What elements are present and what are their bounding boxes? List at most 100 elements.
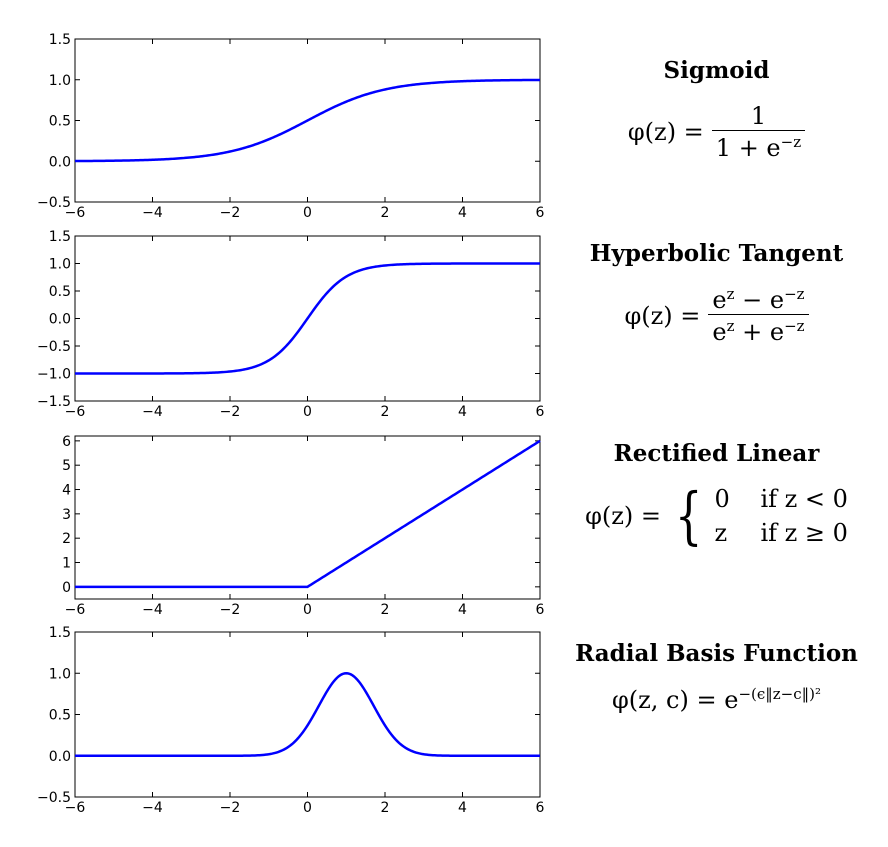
sigmoid-fraction: 1 1 + e−z [711,102,806,162]
tanh-num-op: − e [734,286,785,314]
y-tick-label: −0.5 [37,195,71,211]
rbf-panel: Radial Basis Function φ(z, c) = e−(ϵ‖z−c… [545,640,888,714]
sigmoid-formula: φ(z) = 1 1 + e−z [545,102,888,162]
sigmoid-den-exp: −z [780,133,802,151]
sigmoid-panel: Sigmoid φ(z) = 1 1 + e−z [545,57,888,162]
relu-case-rows: 0 if z < 0 z if z ≥ 0 [714,485,847,547]
y-tick-label: 0.5 [49,708,71,724]
tanh-title: Hyperbolic Tangent [589,240,844,267]
x-tick-label: 4 [458,602,467,618]
y-tick-label: 6 [62,434,71,450]
y-tick-label: −0.5 [37,339,71,355]
y-tick-label: 4 [62,483,71,499]
rbf-curve [75,671,540,757]
sigmoid-curve [74,78,541,163]
y-tick-label: 1.5 [49,32,71,48]
relu-title: Rectified Linear [613,440,820,467]
tanh-formula: φ(z) = ez − e−z ez + e−z [545,285,888,346]
x-tick-label: −2 [220,800,241,816]
y-tick-label: −1.0 [37,367,71,383]
tanh-lhs: φ(z) = [624,301,701,330]
x-tick-label: −6 [65,800,86,816]
x-tick-label: 2 [381,800,390,816]
tanh-panel: Hyperbolic Tangent φ(z) = ez − e−z ez + … [545,240,888,346]
relu-case-2-condition: if z ≥ 0 [760,519,848,547]
x-tick-label: −6 [65,205,86,221]
x-tick-label: 6 [536,602,545,618]
rbf-expression: φ(z, c) = e−(ϵ‖z−c‖)² [612,685,821,714]
tanh-den-a-exp: z [726,317,735,335]
sigmoid-numerator: 1 [750,102,767,130]
tanh-fraction: ez − e−z ez + e−z [708,285,809,346]
sigmoid-denominator: 1 + e−z [711,130,806,162]
relu-formula: φ(z) = { 0 if z < 0 z if z ≥ 0 [545,485,888,548]
tanh-denominator: ez + e−z [708,314,809,346]
y-tick-label: −0.5 [37,790,71,806]
x-tick-label: 2 [381,404,390,420]
x-tick-label: −4 [142,205,163,221]
tanh-num-a-exp: z [726,285,735,303]
relu-panel: Rectified Linear φ(z) = { 0 if z < 0 z if … [545,440,888,547]
plot-frame-2 [74,435,541,600]
rbf-title: Radial Basis Function [575,640,858,667]
x-tick-label: 6 [536,205,545,221]
tanh-den-op: + e [734,318,785,346]
relu-lhs: φ(z) = [585,502,661,530]
y-tick-label: 3 [62,507,71,523]
x-tick-label: 4 [458,800,467,816]
x-tick-label: 4 [458,205,467,221]
relu-case-2-value: z [714,519,728,547]
y-tick-label: 0.0 [49,154,71,170]
sigmoid-lhs: φ(z) = [627,118,704,146]
y-tick-label: 1.0 [49,666,71,682]
x-tick-label: 0 [303,800,312,816]
relu-cases: { 0 if z < 0 z if z ≥ 0 [669,485,848,548]
relu-curve [75,439,541,589]
y-tick-label: 0 [62,580,71,596]
y-tick-label: 5 [62,458,71,474]
y-tick-label: 0.5 [49,114,71,130]
x-tick-label: −2 [220,602,241,618]
plot-frame-3 [74,631,541,798]
tanh-numerator: ez − e−z [708,285,808,314]
x-tick-label: 0 [303,205,312,221]
y-tick-label: 2 [62,531,71,547]
tanh-den-a: e [712,318,727,346]
x-tick-label: 4 [458,404,467,420]
x-tick-label: 0 [303,602,312,618]
y-tick-label: 0.0 [49,312,71,328]
rbf-lhs: φ(z, c) = e [611,686,739,714]
y-tick-label: 0.0 [49,749,71,765]
x-tick-label: −2 [220,404,241,420]
tanh-den-b-exp: −z [784,317,805,335]
x-tick-label: 2 [381,205,390,221]
x-tick-label: −4 [142,800,163,816]
rbf-formula: φ(z, c) = e−(ϵ‖z−c‖)² [545,685,888,714]
relu-case-1-value: 0 [714,485,730,513]
relu-case-2: z if z ≥ 0 [714,519,847,547]
y-tick-label: 1 [62,556,71,572]
tanh-num-a: e [712,286,727,314]
x-tick-label: 6 [536,800,545,816]
sigmoid-title: Sigmoid [663,57,770,84]
rbf-exponent: −(ϵ‖z−c‖)² [738,685,821,703]
tanh-curve [75,262,540,375]
x-tick-label: 6 [536,404,545,420]
y-tick-label: 1.0 [49,257,71,273]
x-tick-label: −4 [142,404,163,420]
x-tick-label: 0 [303,404,312,420]
y-tick-label: 0.5 [49,284,71,300]
x-tick-label: 2 [381,602,390,618]
relu-case-1: 0 if z < 0 [714,485,847,513]
relu-case-1-condition: if z < 0 [760,485,848,513]
tanh-num-b-exp: −z [784,285,805,303]
sigmoid-den-base: 1 + e [715,134,781,162]
x-tick-label: −6 [65,404,86,420]
x-tick-label: −2 [220,205,241,221]
x-tick-label: −6 [65,602,86,618]
y-tick-label: 1.5 [49,625,71,641]
x-tick-label: −4 [142,602,163,618]
y-tick-label: 1.0 [49,73,71,89]
y-tick-label: −1.5 [37,394,71,410]
